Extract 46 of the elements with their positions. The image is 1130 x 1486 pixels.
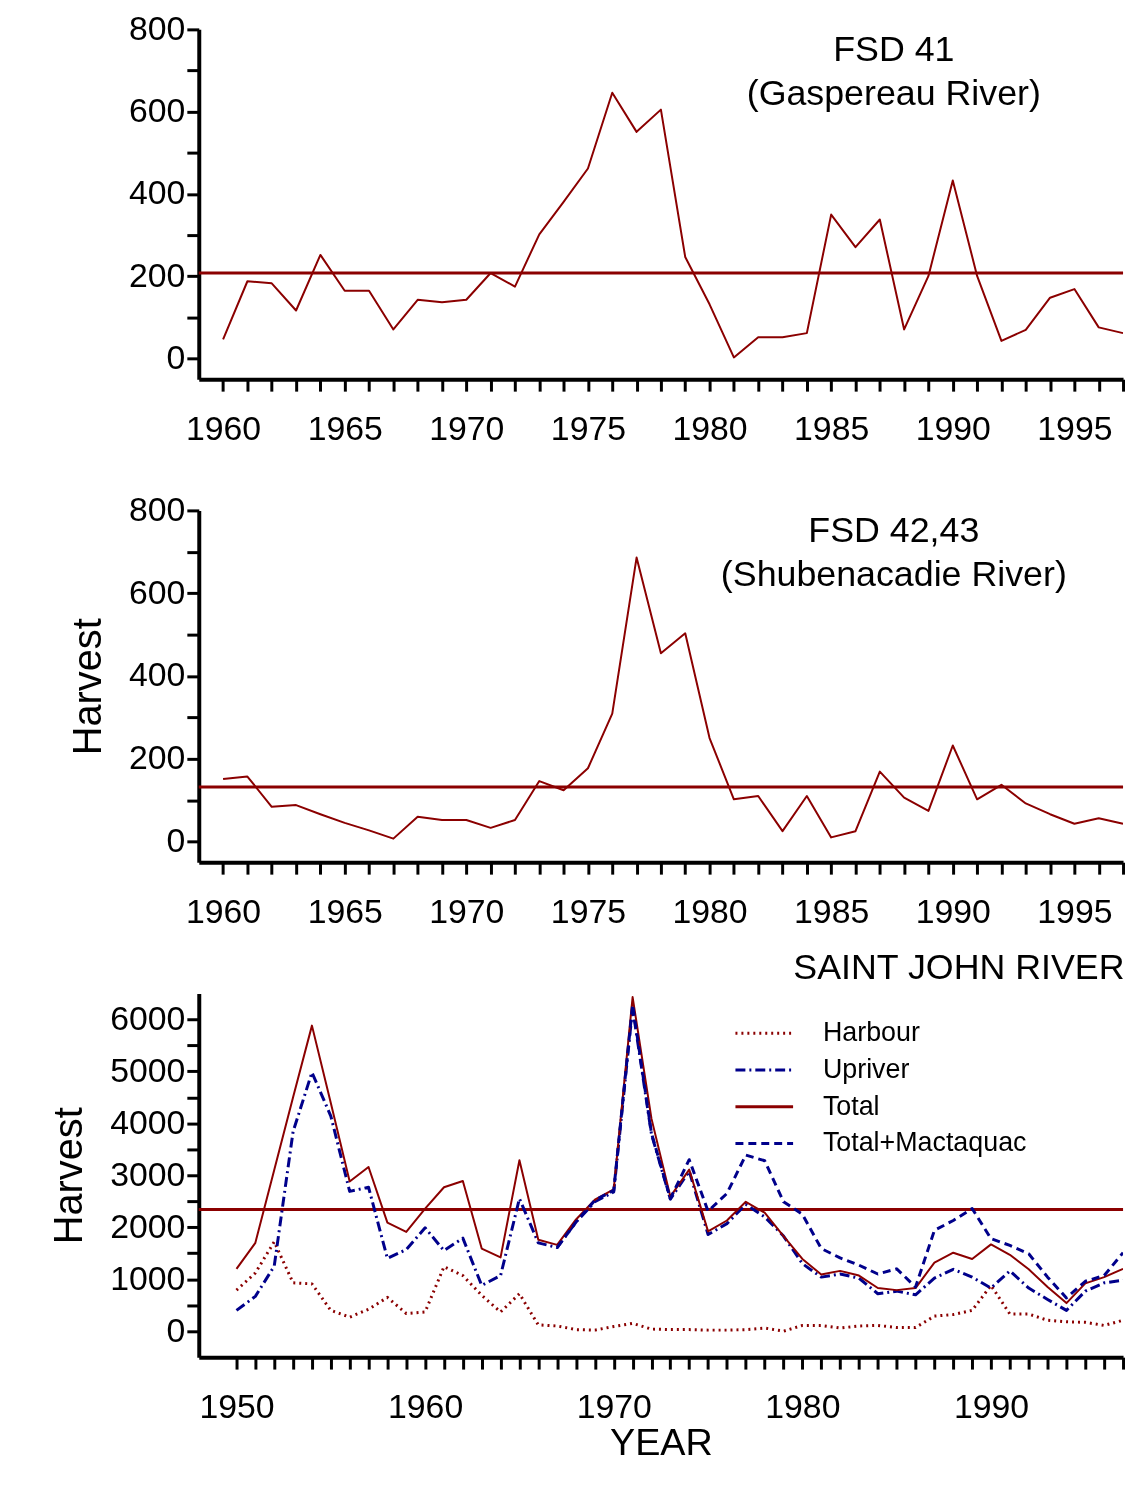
y-tick-label: 0 <box>166 338 186 377</box>
x-tick-label: 1970 <box>429 409 505 448</box>
x-tick-label: 1960 <box>388 1387 464 1426</box>
x-tick-label: 1970 <box>429 892 505 931</box>
y-tick-label: 0 <box>166 1310 186 1349</box>
x-tick-label: 1960 <box>186 892 262 931</box>
x-tick-label: 1980 <box>672 892 748 931</box>
y-tick-label: 200 <box>128 738 186 777</box>
y-tick-label: 2000 <box>110 1206 186 1245</box>
y-axis-title: Harvest <box>65 618 110 756</box>
y-tick-label: 600 <box>128 91 186 130</box>
y-tick-label: 800 <box>128 8 186 47</box>
y-tick-label: 4000 <box>110 1102 186 1141</box>
y-tick-label: 400 <box>128 173 186 212</box>
y-tick-label: 5000 <box>110 1050 186 1089</box>
text: FSD 42,43 (Shubenacadie River) <box>720 510 1067 594</box>
chart-title: SAINT JOHN RIVER <box>793 947 1125 988</box>
x-tick-label: 1990 <box>953 1387 1030 1426</box>
legend-label: Harbour <box>822 1017 920 1048</box>
x-tick-label: 1980 <box>672 409 748 448</box>
x-tick-label: 1985 <box>794 892 870 931</box>
x-tick-label: 1990 <box>915 892 991 931</box>
y-tick-label: 0 <box>166 820 186 859</box>
x-tick-label: 1965 <box>307 409 383 448</box>
legend-label: Total+Mactaquac <box>822 1127 1027 1158</box>
y-tick-label: 1000 <box>110 1258 186 1297</box>
y-tick-label: 3000 <box>110 1154 186 1193</box>
y-tick-label: 800 <box>128 489 186 528</box>
legend-label: Total <box>822 1090 880 1121</box>
x-tick-label: 1975 <box>550 892 627 931</box>
y-tick-label: 600 <box>128 572 186 611</box>
x-tick-label: 1995 <box>1037 409 1113 448</box>
y-tick-label: 400 <box>128 655 186 694</box>
legend-label: Upriver <box>822 1053 910 1084</box>
y-axis-title: Harvest <box>46 1107 91 1245</box>
y-tick-label: 200 <box>128 255 186 294</box>
x-tick-label: 1975 <box>550 409 627 448</box>
x-tick-label: 1960 <box>186 409 262 448</box>
x-tick-label: 1990 <box>915 409 991 448</box>
x-tick-label: 1980 <box>765 1387 841 1426</box>
text: FSD 41 (Gaspereau River) <box>746 29 1041 113</box>
y-tick-label: 6000 <box>110 998 186 1037</box>
x-tick-label: 1985 <box>794 409 870 448</box>
x-tick-label: 1965 <box>307 892 383 931</box>
x-tick-label: 1995 <box>1037 892 1113 931</box>
x-tick-label: 1950 <box>199 1387 275 1426</box>
